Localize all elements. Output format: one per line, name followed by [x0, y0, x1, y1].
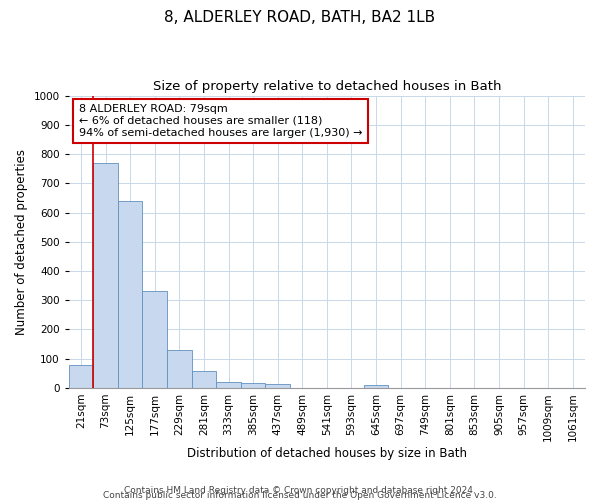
Text: 8, ALDERLEY ROAD, BATH, BA2 1LB: 8, ALDERLEY ROAD, BATH, BA2 1LB: [164, 10, 436, 25]
Text: Contains HM Land Registry data © Crown copyright and database right 2024.: Contains HM Land Registry data © Crown c…: [124, 486, 476, 495]
Bar: [69, 364, 93, 388]
Bar: [191, 372, 216, 388]
Bar: [142, 292, 167, 388]
Text: Contains public sector information licensed under the Open Government Licence v3: Contains public sector information licen…: [103, 490, 497, 500]
Bar: [265, 384, 290, 388]
Y-axis label: Number of detached properties: Number of detached properties: [15, 149, 28, 335]
Bar: [167, 350, 191, 388]
Bar: [118, 201, 142, 388]
Bar: [364, 385, 388, 388]
Bar: [241, 383, 265, 388]
X-axis label: Distribution of detached houses by size in Bath: Distribution of detached houses by size …: [187, 447, 467, 460]
Bar: [216, 382, 241, 388]
Title: Size of property relative to detached houses in Bath: Size of property relative to detached ho…: [152, 80, 501, 93]
Text: 8 ALDERLEY ROAD: 79sqm
← 6% of detached houses are smaller (118)
94% of semi-det: 8 ALDERLEY ROAD: 79sqm ← 6% of detached …: [79, 104, 362, 138]
Bar: [93, 163, 118, 388]
